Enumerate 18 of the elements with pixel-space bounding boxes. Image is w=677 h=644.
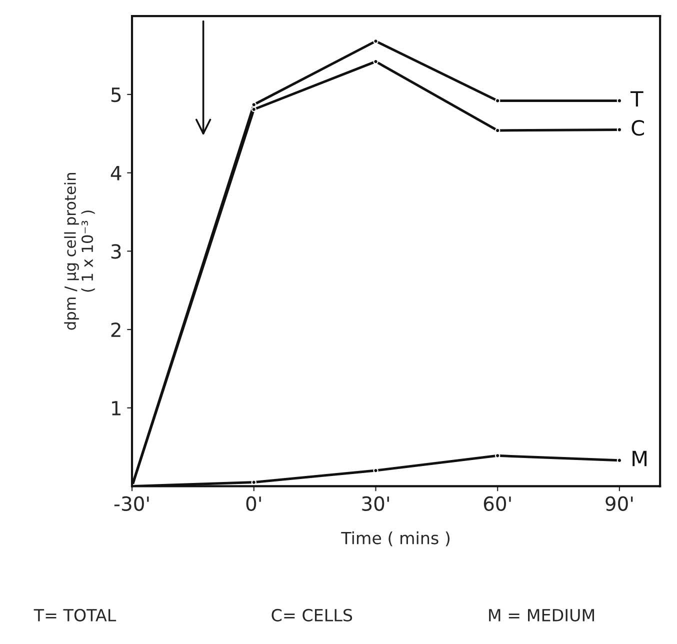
y-tick-label: 5 [111, 88, 121, 102]
text: M = MEDIUM [489, 609, 594, 622]
series-label: M [632, 450, 647, 466]
x-axis-title: Time ( mins ) [341, 531, 450, 546]
x-tick-label: 30' [362, 496, 389, 511]
series-label: T [630, 91, 644, 106]
y-tick-label: 2 [111, 322, 120, 337]
y-tick-label: 4 [110, 166, 122, 180]
series-label: C [632, 120, 644, 136]
y-tick-label: 3 [111, 244, 121, 259]
x-tick-label: 0' [246, 496, 261, 511]
y-tick-label: 1 [112, 401, 120, 416]
x-tick-label: 90' [606, 496, 633, 511]
y-axis-title: dpm / µg cell protein ( 1 x 10⁻³ ) [64, 173, 95, 330]
text: T= TOTAL [34, 608, 116, 622]
x-tick-label: -30' [114, 496, 149, 511]
x-tick-label: 60' [484, 496, 511, 511]
text: C= CELLS [272, 608, 352, 622]
